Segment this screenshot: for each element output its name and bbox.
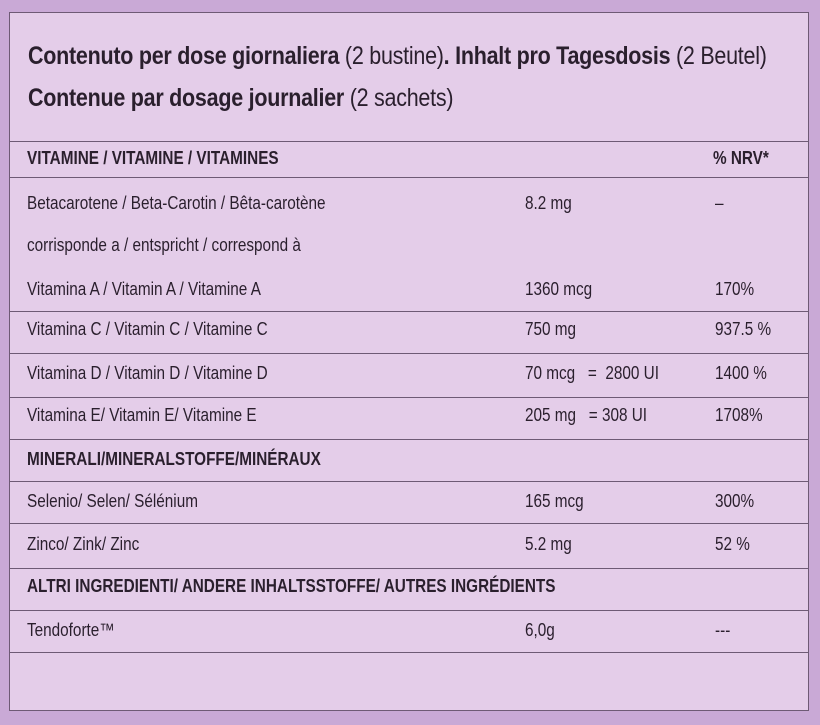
other-ingredients-section-header: ALTRI INGREDIENTI/ ANDERE INHALTSSTOFFE/… bbox=[27, 576, 556, 596]
table-title: Contenuto per dose giornaliera (2 bustin… bbox=[28, 35, 767, 119]
nrv-column-header: % NRV* bbox=[713, 148, 769, 168]
nutrition-table-panel: Contenuto per dose giornaliera (2 bustin… bbox=[9, 12, 809, 711]
divider bbox=[10, 523, 808, 524]
divider bbox=[10, 652, 808, 653]
divider bbox=[10, 353, 808, 354]
vitamins-section-header: VITAMINE / VITAMINE / VITAMINES bbox=[27, 148, 279, 168]
divider bbox=[10, 439, 808, 440]
divider bbox=[10, 141, 808, 142]
minerals-section-header: MINERALI/MINERALSTOFFE/MINÉRAUX bbox=[27, 449, 321, 469]
divider bbox=[10, 177, 808, 178]
title-line-1: Contenuto per dose giornaliera (2 bustin… bbox=[28, 42, 767, 70]
divider bbox=[10, 610, 808, 611]
title-line-2: Contenue par dosage journalier (2 sachet… bbox=[28, 84, 454, 112]
divider bbox=[10, 481, 808, 482]
divider bbox=[10, 311, 808, 312]
divider bbox=[10, 397, 808, 398]
divider bbox=[10, 568, 808, 569]
